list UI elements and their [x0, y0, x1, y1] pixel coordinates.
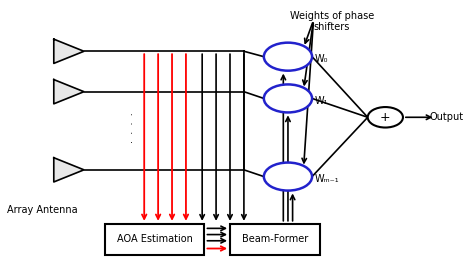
- Circle shape: [264, 84, 312, 112]
- Polygon shape: [54, 79, 84, 104]
- Circle shape: [368, 107, 403, 128]
- Text: Weights of phase
shifters: Weights of phase shifters: [290, 11, 374, 32]
- Text: +: +: [380, 111, 391, 124]
- Bar: [230, 224, 320, 255]
- Polygon shape: [54, 39, 84, 64]
- Text: W₁: W₁: [314, 96, 328, 106]
- Text: W₀: W₀: [314, 54, 328, 64]
- Text: AOA Estimation: AOA Estimation: [117, 234, 192, 244]
- Text: ·  ·  ·  ·: · · · ·: [128, 113, 137, 144]
- Text: Array Antenna: Array Antenna: [8, 205, 78, 215]
- Text: Beam-Former: Beam-Former: [242, 234, 308, 244]
- Text: Output: Output: [429, 112, 464, 122]
- Circle shape: [264, 163, 312, 191]
- Polygon shape: [54, 158, 84, 182]
- Text: Wₘ₋₁: Wₘ₋₁: [314, 174, 339, 184]
- Bar: [105, 224, 204, 255]
- Circle shape: [264, 43, 312, 71]
